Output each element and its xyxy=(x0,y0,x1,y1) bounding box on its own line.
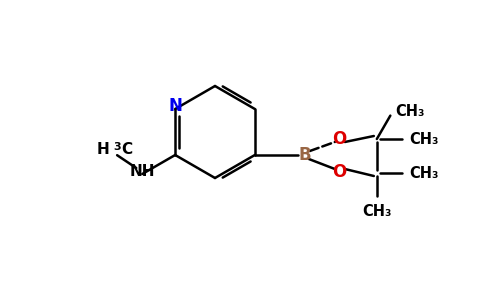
Text: NH: NH xyxy=(130,164,155,179)
Text: 3: 3 xyxy=(113,142,121,152)
Text: O: O xyxy=(332,163,346,181)
Text: H: H xyxy=(96,142,109,157)
Text: C: C xyxy=(121,142,132,157)
Text: CH₃: CH₃ xyxy=(409,131,438,146)
Text: CH₃: CH₃ xyxy=(362,204,392,219)
Text: N: N xyxy=(168,97,182,115)
Text: CH₃: CH₃ xyxy=(395,104,424,119)
Text: B: B xyxy=(299,146,311,164)
Text: CH₃: CH₃ xyxy=(409,166,438,181)
Text: O: O xyxy=(332,130,346,148)
